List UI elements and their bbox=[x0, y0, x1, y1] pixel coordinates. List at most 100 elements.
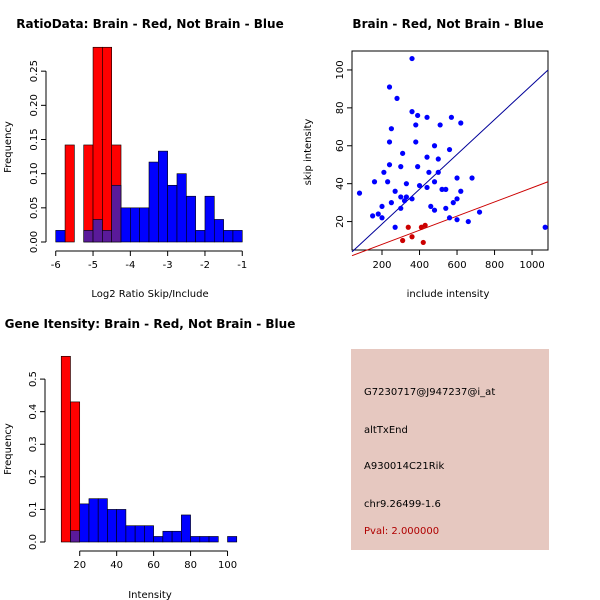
event-type-text: altTxEnd bbox=[364, 425, 408, 436]
not-brain-bar-15 bbox=[213, 219, 224, 243]
not-brain-bar-14 bbox=[204, 195, 215, 243]
x-tick-label-4: -2 bbox=[200, 260, 210, 271]
not-brain-point-35 bbox=[458, 188, 464, 194]
scatter-fit-lines bbox=[351, 69, 549, 257]
y-tick-label-3: 80 bbox=[335, 101, 346, 114]
not-brain-point-13 bbox=[400, 150, 406, 156]
not-brain-bar-6 bbox=[130, 207, 140, 243]
probe-id-text: G7230717@J947237@i_at bbox=[364, 387, 496, 398]
not-brain-point-33 bbox=[443, 186, 449, 192]
x-tick-label-3: -3 bbox=[163, 260, 173, 271]
not-brain-bar-5 bbox=[120, 207, 131, 243]
probe-info-panel: G7230717@J947237@i_at altTxEnd A930014C2… bbox=[351, 349, 549, 550]
x-tick-label-1: -5 bbox=[88, 260, 98, 271]
not-brain-bar-2 bbox=[92, 219, 103, 243]
y-tick-label-0: 0.0 bbox=[28, 534, 39, 550]
not-brain-point-38 bbox=[409, 196, 415, 202]
not-brain-bar-7 bbox=[139, 207, 150, 243]
not-brain-point-14 bbox=[424, 154, 430, 160]
not-brain-point-20 bbox=[415, 164, 421, 170]
not-brain-point-53 bbox=[454, 217, 460, 223]
not-brain-bar-5 bbox=[116, 509, 127, 543]
not-brain-point-49 bbox=[375, 211, 381, 217]
gene-name-text: A930014C21Rik bbox=[364, 461, 445, 472]
not-brain-point-54 bbox=[465, 218, 471, 225]
not-brain-point-52 bbox=[446, 215, 453, 221]
y-tick-label-2: 0.10 bbox=[29, 163, 40, 185]
not-brain-point-2 bbox=[394, 95, 400, 101]
intensity-histogram-ylabel: Frequency bbox=[3, 423, 14, 475]
not-brain-point-10 bbox=[458, 120, 464, 126]
not-brain-point-8 bbox=[388, 126, 394, 132]
not-brain-point-16 bbox=[431, 143, 438, 149]
x-tick-label-0: -6 bbox=[51, 260, 61, 271]
not-brain-bar-10 bbox=[167, 184, 178, 243]
not-brain-point-30 bbox=[416, 182, 423, 189]
not-brain-bar-3 bbox=[102, 230, 112, 243]
brain-bar-1 bbox=[70, 401, 81, 543]
not-brain-bar-3 bbox=[97, 498, 108, 543]
intensity-histogram-axes: 20 40 60 80 100 0.0 0.1 0.2 0.3 0.4 0.5 bbox=[28, 371, 237, 571]
not-brain-bar-13 bbox=[190, 536, 201, 543]
brain-bar-0 bbox=[64, 144, 75, 243]
ratio-histogram-bars bbox=[55, 46, 243, 243]
location-text: chr9.26499-1.6 bbox=[364, 499, 441, 510]
not-brain-bar-2 bbox=[88, 498, 99, 543]
x-tick-label-2: 600 bbox=[447, 260, 466, 271]
not-brain-point-23 bbox=[435, 169, 441, 175]
not-brain-bar-14 bbox=[199, 536, 210, 543]
not-brain-bar-15 bbox=[208, 536, 219, 543]
not-brain-point-46 bbox=[443, 205, 449, 211]
not-brain-point-36 bbox=[398, 194, 404, 200]
not-brain-point-39 bbox=[454, 196, 460, 202]
brain-point-4 bbox=[422, 222, 428, 228]
not-brain-bar-9 bbox=[153, 536, 164, 543]
x-tick-label-3: 80 bbox=[184, 560, 197, 571]
not-brain-point-31 bbox=[424, 184, 430, 191]
intensity-scatter: Brain - Red, Not Brain - Blue include in… bbox=[303, 17, 549, 300]
not-brain-bar-1 bbox=[79, 503, 90, 543]
ratio-histogram-title: RatioData: Brain - Red, Not Brain - Blue bbox=[16, 17, 283, 31]
not-brain-bar-12 bbox=[181, 514, 191, 543]
not-brain-point-11 bbox=[386, 139, 393, 145]
x-tick-label-4: 1000 bbox=[519, 260, 544, 271]
not-brain-bar-12 bbox=[186, 195, 196, 243]
not-brain-bar-8 bbox=[144, 525, 154, 543]
y-tick-label-1: 0.05 bbox=[29, 197, 40, 219]
not-brain-point-21 bbox=[381, 169, 387, 175]
not-brain-bar-10 bbox=[162, 530, 173, 543]
ratio-histogram-xlabel: Log2 Ratio Skip/Include bbox=[91, 289, 208, 300]
not-brain-bar-9 bbox=[158, 150, 168, 243]
y-tick-label-0: 20 bbox=[335, 215, 346, 228]
x-tick-label-3: 800 bbox=[485, 260, 504, 271]
y-tick-label-2: 0.2 bbox=[28, 469, 39, 485]
x-tick-label-2: 60 bbox=[147, 560, 160, 571]
not-brain-point-15 bbox=[435, 156, 441, 162]
scatter-axes: 200 400 600 800 1000 20 40 60 80 100 bbox=[335, 60, 545, 271]
not-brain-point-5 bbox=[415, 112, 421, 119]
x-tick-label-5: -1 bbox=[237, 260, 247, 271]
scatter-ylabel: skip intensity bbox=[303, 119, 314, 186]
intensity-histogram-bars bbox=[60, 355, 238, 543]
y-tick-label-4: 0.20 bbox=[29, 94, 40, 116]
not-brain-point-26 bbox=[371, 179, 378, 185]
not-brain-point-56 bbox=[392, 224, 398, 230]
not-brain-point-57 bbox=[542, 224, 548, 230]
not-brain-bar-16 bbox=[223, 230, 234, 243]
not-brain-bar-11 bbox=[171, 530, 182, 543]
scatter-points bbox=[356, 55, 548, 246]
not-brain-bar-0 bbox=[55, 230, 66, 243]
y-tick-label-1: 0.1 bbox=[28, 501, 39, 517]
not-brain-bar-4 bbox=[111, 184, 122, 243]
not-brain-point-4 bbox=[424, 114, 430, 120]
y-tick-label-3: 0.3 bbox=[28, 436, 39, 452]
not-brain-bar-13 bbox=[195, 230, 206, 243]
y-tick-label-4: 0.4 bbox=[28, 404, 39, 420]
scatter-xlabel: include intensity bbox=[407, 289, 490, 300]
fit-line-0 bbox=[351, 69, 549, 253]
not-brain-point-1 bbox=[386, 84, 393, 90]
not-brain-point-51 bbox=[379, 215, 385, 221]
not-brain-point-0 bbox=[409, 55, 415, 62]
x-tick-label-1: 400 bbox=[410, 260, 429, 271]
x-tick-label-4: 100 bbox=[218, 560, 237, 571]
